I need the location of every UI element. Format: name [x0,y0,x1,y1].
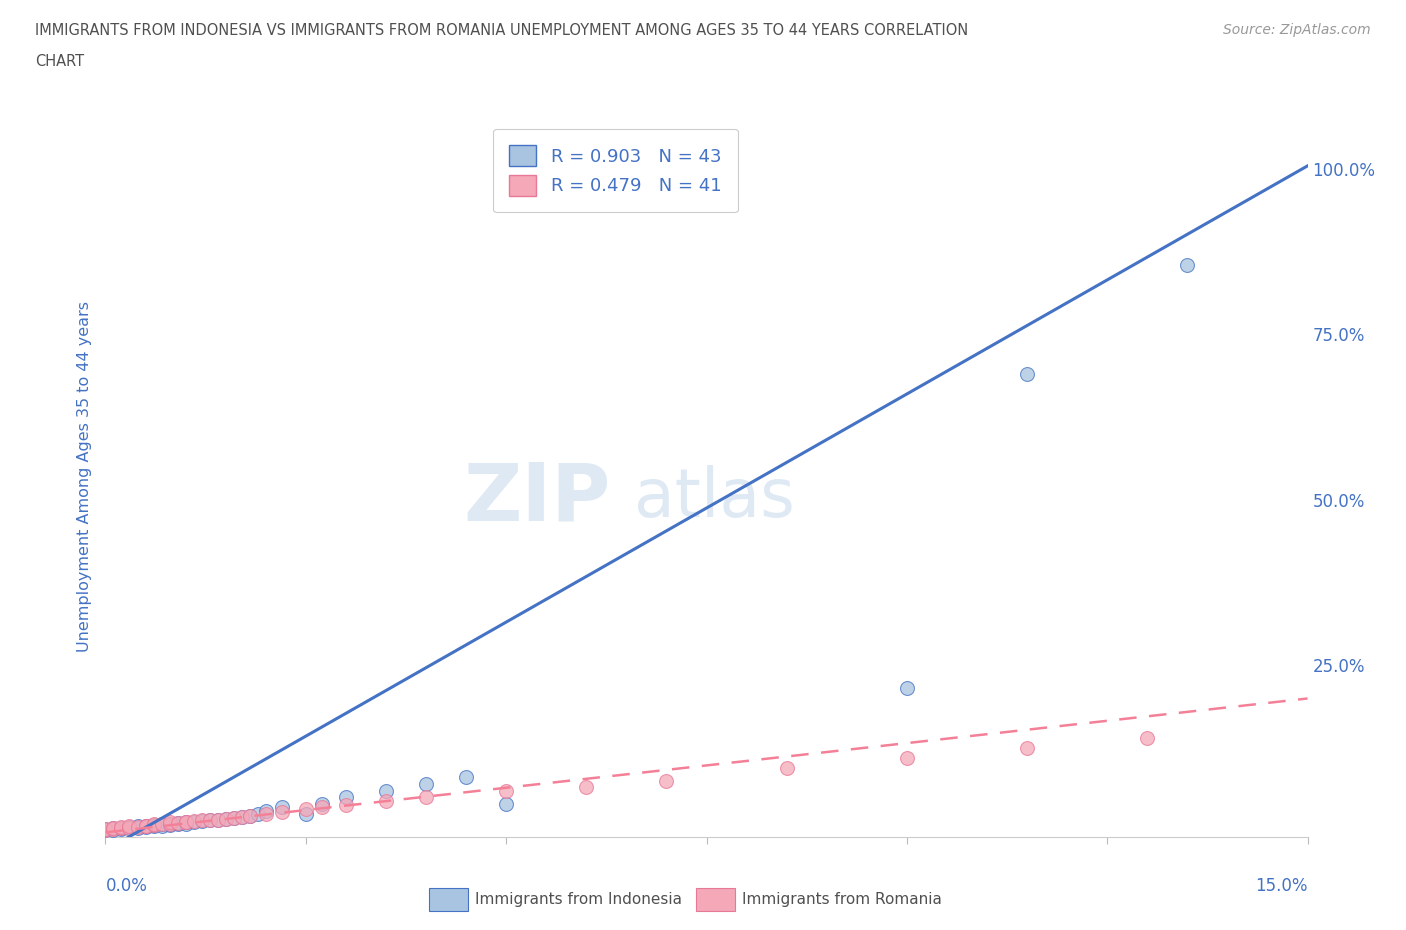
Point [198,813,221,828]
Point [150,818,173,833]
Point [110,821,132,836]
Point [239,808,262,823]
Point [214,812,236,827]
Point [415,790,437,804]
Text: CHART: CHART [35,54,84,69]
Point [174,815,197,830]
Point [142,817,165,832]
Point [1017,740,1039,755]
Point [150,817,173,831]
Point [335,798,357,813]
Point [174,815,197,830]
Point [183,814,205,829]
Point [207,813,229,828]
Point [94,821,117,836]
Point [150,817,173,831]
Point [231,810,253,825]
Point [254,806,277,821]
Point [1177,258,1199,272]
Point [896,751,918,765]
Point [190,814,212,829]
Point [415,777,437,791]
Legend: R = 0.903   N = 43, R = 0.479   N = 41: R = 0.903 N = 43, R = 0.479 N = 41 [494,129,738,212]
Point [110,820,132,835]
Point [222,811,245,826]
Point [254,804,277,818]
Point [135,818,157,833]
Point [94,821,117,836]
Point [374,793,398,808]
Point [295,802,318,817]
Point [166,817,188,831]
Point [110,819,132,834]
Point [118,820,141,835]
Point [94,823,117,838]
Text: Source: ZipAtlas.com: Source: ZipAtlas.com [1223,23,1371,37]
Point [118,819,141,834]
Y-axis label: Unemployment Among Ages 35 to 44 years: Unemployment Among Ages 35 to 44 years [76,301,91,652]
Point [295,806,318,821]
Point [198,813,221,828]
Point [190,813,212,828]
Text: IMMIGRANTS FROM INDONESIA VS IMMIGRANTS FROM ROMANIA UNEMPLOYMENT AMONG AGES 35 : IMMIGRANTS FROM INDONESIA VS IMMIGRANTS … [35,23,969,38]
Text: Immigrants from Romania: Immigrants from Romania [742,892,942,907]
Point [311,800,333,815]
Point [127,819,149,834]
Point [207,813,229,828]
Point [174,817,197,831]
Point [214,812,236,827]
Point [142,817,165,832]
Point [135,819,157,834]
Point [374,783,398,798]
Point [159,817,181,832]
Point [335,790,357,804]
Point [118,819,141,834]
Point [159,815,181,830]
Point [896,681,918,696]
Text: 15.0%: 15.0% [1256,877,1308,895]
Point [159,817,181,831]
Point [142,817,165,831]
Point [103,821,125,836]
Point [270,800,292,815]
Point [454,770,477,785]
Text: atlas: atlas [634,465,796,531]
Point [127,820,149,835]
Point [166,816,188,830]
Point [118,821,141,836]
Point [103,820,125,835]
Point [94,823,117,838]
Point [311,796,333,811]
Point [222,811,245,826]
Point [183,815,205,830]
Text: 0.0%: 0.0% [105,877,148,895]
Point [135,818,157,833]
Point [239,808,262,823]
Point [127,819,149,834]
Point [174,815,197,830]
Point [575,780,598,795]
Point [166,816,188,830]
Point [1017,366,1039,381]
Point [142,819,165,834]
Point [495,783,517,798]
Point [655,774,678,789]
Point [135,819,157,834]
Point [103,821,125,836]
Point [159,817,181,831]
Text: ZIP: ZIP [463,459,610,538]
Point [1136,730,1159,745]
Point [231,810,253,825]
Point [776,760,799,775]
Point [270,804,292,819]
Text: Immigrants from Indonesia: Immigrants from Indonesia [475,892,682,907]
Point [495,796,517,811]
Point [110,821,132,836]
Point [103,822,125,837]
Point [246,806,269,821]
